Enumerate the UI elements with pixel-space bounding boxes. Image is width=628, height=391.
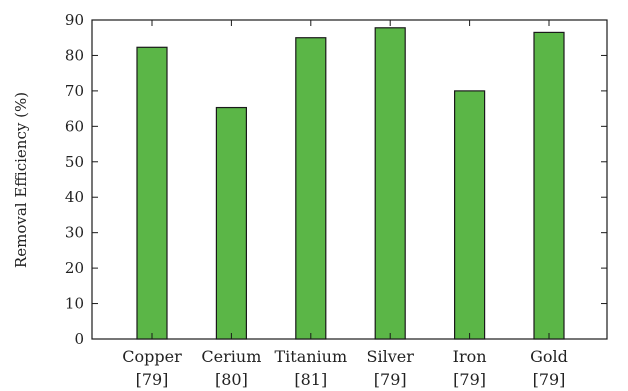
y-tick-label: 20 (65, 259, 84, 277)
x-category-ref: [81] (294, 370, 327, 389)
x-category-label: Silver (367, 347, 415, 366)
x-category-ref: [79] (453, 370, 486, 389)
x-category-label: Copper (122, 347, 182, 366)
x-category-label: Titanium (274, 347, 347, 366)
category-labels: Copper [79] Cerium [80] Titanium [81] Silver [7… (122, 20, 568, 389)
x-category-ref: [79] (374, 370, 407, 389)
y-tick-label: 50 (65, 153, 84, 171)
x-category-ref: [80] (215, 370, 248, 389)
y-axis-title: Removal Efficiency (%) (12, 92, 30, 268)
y-tick-label: 40 (65, 188, 84, 206)
bar-iron (454, 90, 486, 340)
x-category-ref: [79] (136, 370, 169, 389)
y-tick-label: 60 (65, 117, 84, 135)
bars (136, 27, 565, 340)
x-category-label: Cerium (201, 347, 261, 366)
y-tick-label: 80 (65, 46, 84, 64)
x-category-ref: [79] (533, 370, 566, 389)
y-tick-label: 70 (65, 82, 84, 100)
bar-cerium (215, 106, 247, 340)
y-tick-label: 90 (65, 11, 84, 29)
bar-copper (136, 46, 168, 340)
y-tick-label: 10 (65, 295, 84, 313)
y-axis-ticks: 0 10 20 30 40 50 60 70 80 90 (65, 11, 607, 348)
x-category-label: Gold (530, 347, 568, 366)
plot-frame (91, 19, 608, 340)
y-tick-label: 30 (65, 224, 84, 242)
bar-gold (533, 31, 565, 340)
y-tick-label: 0 (74, 330, 84, 348)
bar-titanium (295, 37, 327, 340)
x-category-label: Iron (453, 347, 487, 366)
bar-silver (374, 27, 406, 340)
